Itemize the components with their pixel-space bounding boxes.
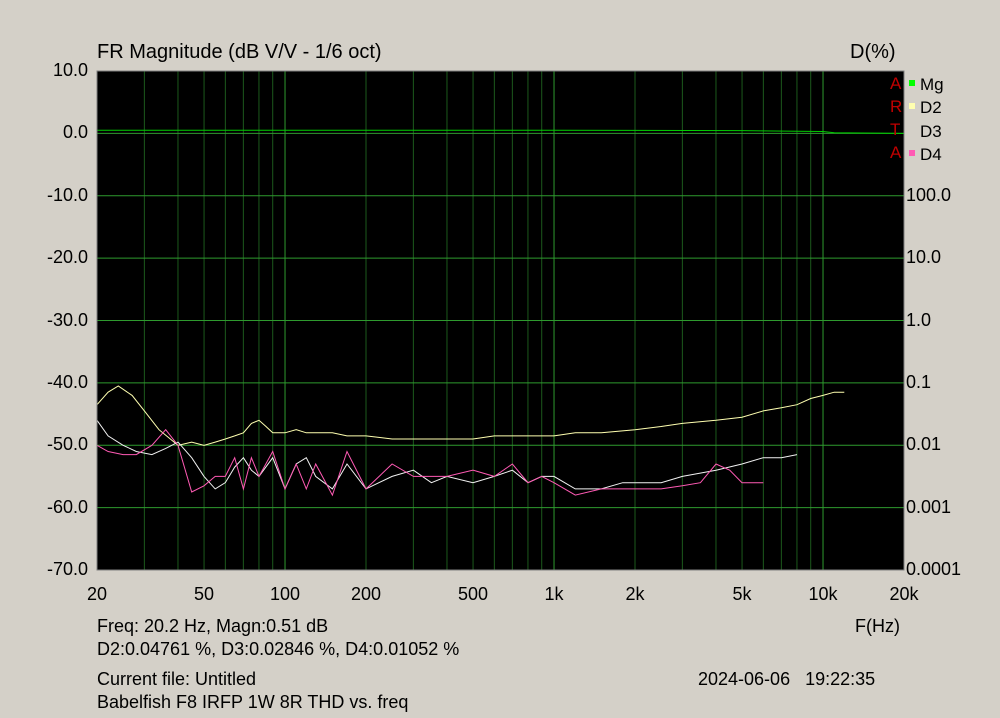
x-tick-label: 200 xyxy=(350,584,382,604)
legend-label-d3: D3 xyxy=(920,122,942,141)
y-tick-label: -60.0 xyxy=(46,496,88,517)
series-line-d2 xyxy=(96,385,845,446)
legend-swatch-d4 xyxy=(909,149,915,156)
measurement-description: Babelfish F8 IRFP 1W 8R THD vs. freq xyxy=(97,692,409,712)
legend-swatch-mg xyxy=(909,79,915,86)
x-tick-label: 50 xyxy=(194,584,215,604)
legend-item-d3: D3 xyxy=(909,123,942,141)
y-tick-label: -30.0 xyxy=(46,309,88,330)
arta-letter-2: R xyxy=(890,97,903,116)
x-tick-label: 10k xyxy=(808,584,838,604)
cursor-readout-line1: Freq: 20.2 Hz, Magn:0.51 dB xyxy=(97,616,329,636)
legend-swatch-d3 xyxy=(909,126,915,133)
x-tick-label: 500 xyxy=(458,584,489,604)
plot-frame xyxy=(96,70,905,571)
y2-tick-label: 1.0 xyxy=(906,309,932,330)
x-tick-label: 100 xyxy=(269,584,301,604)
y-tick-label: -70.0 xyxy=(46,559,88,579)
y-tick-label: 10.0 xyxy=(52,60,88,80)
y2-tick-label: 0.0001 xyxy=(906,559,962,579)
arta-letter-4: A xyxy=(890,143,902,162)
y-tick-label: -40.0 xyxy=(46,371,88,392)
series-line-d3 xyxy=(96,420,798,491)
x-tick-label: 1k xyxy=(544,584,564,604)
legend-label-d4: D4 xyxy=(920,145,942,164)
legend-label-d2: D2 xyxy=(920,98,942,117)
y2-tick-label: 0.001 xyxy=(906,496,952,517)
current-file-label: Current file: Untitled xyxy=(97,669,257,689)
arta-letter-1: A xyxy=(890,74,902,93)
series-layer xyxy=(96,129,905,497)
cursor-readout-line2: D2:0.04761 %, D3:0.02846 %, D4:0.01052 % xyxy=(97,639,460,659)
x-tick-label: 20 xyxy=(86,584,108,604)
legend-item-d4: D4 xyxy=(909,146,942,164)
right-axis-title: D(%) xyxy=(850,41,896,63)
y2-tick-label: 10.0 xyxy=(906,247,942,268)
chart-title: FR Magnitude (dB V/V - 1/6 oct) xyxy=(97,41,382,63)
y2-tick-label: 100.0 xyxy=(906,184,952,205)
legend-label-mg: Mg xyxy=(920,75,944,94)
arta-letter-3: T xyxy=(890,120,901,139)
y-tick-label: 0.0 xyxy=(62,122,88,143)
x-tick-label: 20k xyxy=(889,584,919,604)
y2-tick-label: 0.01 xyxy=(906,434,942,455)
legend-item-mg: Mg xyxy=(909,76,944,94)
y-tick-label: -10.0 xyxy=(46,184,88,205)
timestamp: 2024-06-06 19:22:35 xyxy=(698,669,876,689)
y2-tick-label: 0.1 xyxy=(906,371,932,392)
x-tick-label: 5k xyxy=(732,584,752,604)
legend-item-d2: D2 xyxy=(909,99,942,117)
x-axis-title: F(Hz) xyxy=(855,616,900,636)
series-line-d4 xyxy=(96,428,764,497)
y-tick-label: -50.0 xyxy=(46,434,88,455)
y-tick-label: -20.0 xyxy=(46,247,88,268)
x-tick-label: 2k xyxy=(625,584,645,604)
series-line-mg xyxy=(97,129,905,134)
grid xyxy=(97,71,904,570)
legend-swatch-d2 xyxy=(909,102,915,109)
